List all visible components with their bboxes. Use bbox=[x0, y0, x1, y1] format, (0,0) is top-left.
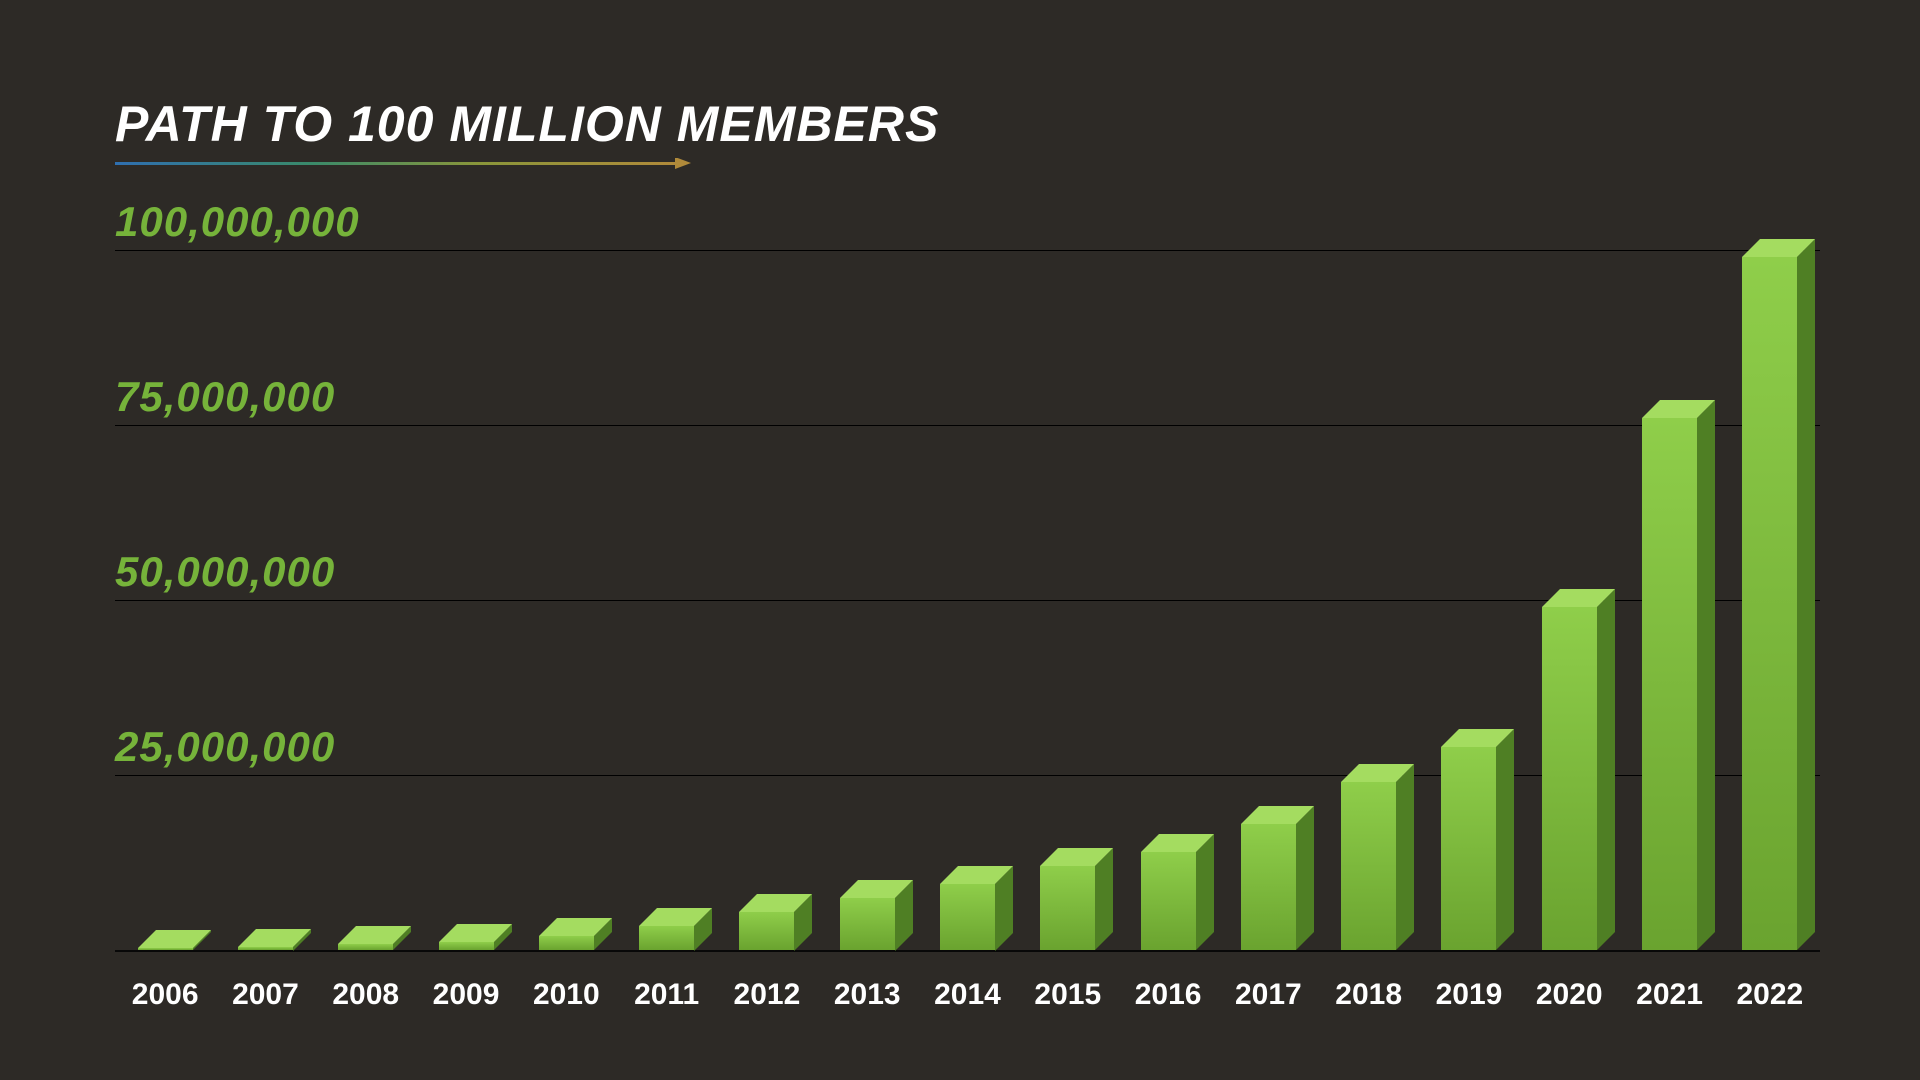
x-axis-tick-label: 2020 bbox=[1519, 978, 1619, 1012]
x-axis-tick-label: 2017 bbox=[1218, 978, 1318, 1012]
bar bbox=[338, 926, 393, 950]
x-axis-tick-label: 2007 bbox=[215, 978, 315, 1012]
bar-front bbox=[1642, 418, 1697, 950]
gridline bbox=[115, 425, 1820, 426]
x-axis-tick-label: 2019 bbox=[1419, 978, 1519, 1012]
x-axis-tick-label: 2010 bbox=[516, 978, 616, 1012]
x-axis-tick-label: 2012 bbox=[717, 978, 817, 1012]
bar-side bbox=[1597, 589, 1615, 950]
gridline bbox=[115, 250, 1820, 251]
bar-side bbox=[1797, 239, 1815, 950]
x-axis-tick-label: 2015 bbox=[1018, 978, 1118, 1012]
bar-front bbox=[639, 926, 694, 951]
bar-front bbox=[739, 912, 794, 951]
x-axis-tick-label: 2013 bbox=[817, 978, 917, 1012]
bar bbox=[739, 894, 794, 951]
x-axis-tick-label: 2014 bbox=[917, 978, 1017, 1012]
y-axis-tick-label: 100,000,000 bbox=[115, 198, 360, 246]
bar bbox=[1241, 806, 1296, 950]
bar-front bbox=[1141, 852, 1196, 950]
x-axis-tick-label: 2016 bbox=[1118, 978, 1218, 1012]
x-axis-tick-label: 2018 bbox=[1319, 978, 1419, 1012]
bar bbox=[439, 924, 494, 950]
bar bbox=[1441, 729, 1496, 950]
x-axis-tick-label: 2021 bbox=[1619, 978, 1719, 1012]
bar-front bbox=[439, 942, 494, 950]
bar-front bbox=[1241, 824, 1296, 950]
bar-side bbox=[1697, 400, 1715, 950]
bar-front bbox=[1742, 257, 1797, 950]
y-axis-tick-label: 50,000,000 bbox=[115, 548, 335, 596]
chart-stage: PATH TO 100 MILLION MEMBERS 25,000,000 50… bbox=[0, 0, 1920, 1080]
bar-front bbox=[539, 936, 594, 950]
title-underline-arrow-icon bbox=[115, 158, 695, 180]
x-axis-baseline bbox=[115, 950, 1820, 952]
x-axis-tick-label: 2011 bbox=[616, 978, 716, 1012]
bar-front bbox=[1040, 866, 1095, 950]
bar-front bbox=[940, 884, 995, 951]
bar-side bbox=[1396, 764, 1414, 950]
bar-front bbox=[1542, 607, 1597, 950]
bar bbox=[1742, 239, 1797, 950]
bar-side bbox=[1296, 806, 1314, 950]
bar-front bbox=[338, 944, 393, 950]
bar-side bbox=[1196, 834, 1214, 950]
bar bbox=[238, 929, 293, 951]
y-axis-tick-label: 75,000,000 bbox=[115, 373, 335, 421]
bar bbox=[1040, 848, 1095, 950]
x-axis-tick-label: 2006 bbox=[115, 978, 215, 1012]
bar bbox=[1341, 764, 1396, 950]
bar-side bbox=[1496, 729, 1514, 950]
bar bbox=[940, 866, 995, 951]
bar-front bbox=[840, 898, 895, 951]
x-axis-tick-label: 2008 bbox=[316, 978, 416, 1012]
bar-top bbox=[138, 930, 211, 948]
bar bbox=[539, 918, 594, 950]
bar bbox=[1542, 589, 1597, 950]
bar-top bbox=[238, 929, 311, 947]
chart-title: PATH TO 100 MILLION MEMBERS bbox=[115, 95, 939, 153]
bar-side bbox=[1095, 848, 1113, 950]
y-axis-tick-label: 25,000,000 bbox=[115, 723, 335, 771]
bar bbox=[1141, 834, 1196, 950]
x-axis-tick-label: 2009 bbox=[416, 978, 516, 1012]
bar bbox=[639, 908, 694, 951]
bar-front bbox=[1341, 782, 1396, 950]
bar-front bbox=[138, 948, 193, 950]
bar-front bbox=[1441, 747, 1496, 950]
x-axis-tick-label: 2022 bbox=[1720, 978, 1820, 1012]
bar-front bbox=[238, 947, 293, 951]
bar bbox=[840, 880, 895, 951]
bar bbox=[1642, 400, 1697, 950]
bar bbox=[138, 930, 193, 950]
